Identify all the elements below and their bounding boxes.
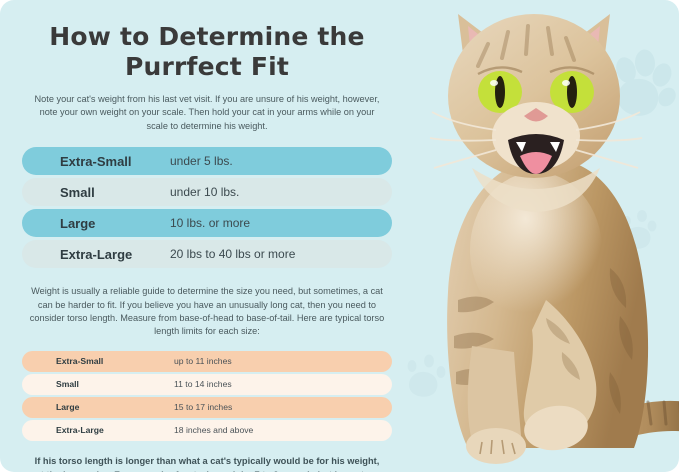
table-row: Large 10 lbs. or more [22, 209, 392, 238]
content-column: How to Determine the Purrfect Fit Note y… [22, 22, 392, 472]
size-label: Extra-Large [60, 246, 133, 262]
table-row: Extra-Large 18 inches and above [22, 419, 392, 441]
cat-chest-highlight [470, 172, 602, 328]
size-value: 11 to 14 inches [174, 379, 232, 390]
size-value: 10 lbs. or more [170, 216, 251, 231]
size-label: Small [60, 184, 95, 200]
cat-teeth [516, 142, 560, 152]
size-label: Extra-Large [56, 425, 104, 436]
footer-paragraph: If his torso length is longer than what … [30, 455, 384, 472]
cat-nose [524, 108, 548, 122]
paw-print-large-icon [616, 49, 676, 116]
table-row: Small 11 to 14 inches [22, 373, 392, 395]
intro-paragraph: Note your cat's weight from his last vet… [34, 94, 380, 131]
size-label: Large [56, 402, 80, 413]
cat-left-paw [466, 428, 526, 464]
size-label: Small [56, 379, 79, 390]
cat-illustration [429, 14, 679, 464]
cat-tongue [520, 152, 552, 174]
cat-forehead-stripes [476, 24, 576, 68]
size-value: 20 lbs to 40 lbs or more [170, 247, 296, 262]
cat-photo-panel [400, 0, 679, 472]
size-label: Extra-Small [60, 153, 132, 169]
table-row: Extra-Large 20 lbs to 40 lbs or more [22, 240, 392, 269]
page-title: How to Determine the Purrfect Fit [49, 22, 365, 81]
torso-length-table: Extra-Small up to 11 inches Small 11 to … [22, 350, 392, 441]
table-row: Extra-Small under 5 lbs. [22, 147, 392, 176]
size-value: up to 11 inches [174, 356, 232, 367]
cat-raised-paw [524, 405, 588, 451]
cat-raised-foreleg [523, 300, 597, 441]
size-value: 15 to 17 inches [174, 402, 233, 413]
size-value: under 5 lbs. [170, 154, 233, 169]
cat-left-foreleg [467, 346, 522, 448]
cat-whiskers [429, 111, 643, 169]
table-row: Extra-Small up to 11 inches [22, 350, 392, 372]
table-row: Small under 10 lbs. [22, 178, 392, 207]
size-label: Large [60, 215, 96, 231]
size-value: 18 inches and above [174, 425, 254, 436]
paw-print-faint-icon [407, 354, 446, 397]
table-row: Large 15 to 17 inches [22, 396, 392, 418]
size-label: Extra-Small [56, 356, 104, 367]
middle-paragraph: Weight is usually a reliable guide to de… [29, 286, 385, 337]
cat-neck-ruff [472, 168, 600, 212]
weight-size-table: Extra-Small under 5 lbs. Small under 10 … [22, 147, 392, 269]
size-value: under 10 lbs. [170, 185, 240, 200]
